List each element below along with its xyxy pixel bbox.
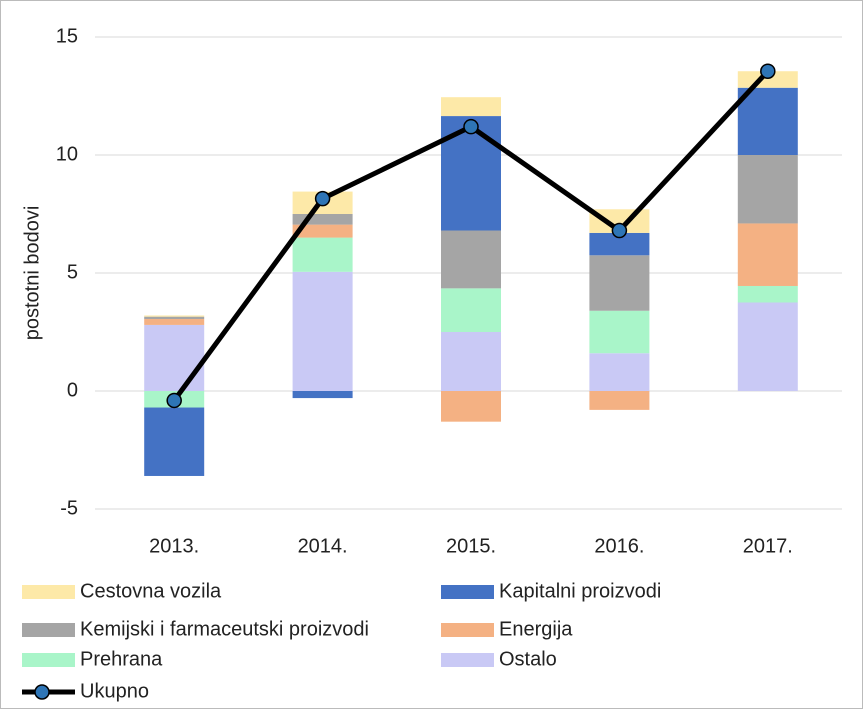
bar	[292, 237, 353, 272]
bar	[292, 391, 353, 399]
bar	[292, 224, 353, 238]
y-tick-label: 0	[67, 379, 78, 401]
bar	[589, 353, 650, 391]
legend-label: Energija	[499, 618, 573, 640]
line-marker	[760, 63, 776, 79]
bar	[441, 97, 501, 117]
bar	[441, 288, 501, 332]
x-tick-label: 2015.	[446, 535, 496, 557]
line-marker	[611, 222, 628, 239]
bar	[589, 232, 650, 256]
y-tick-label: 15	[56, 25, 78, 47]
x-tick-label: 2016.	[594, 535, 644, 557]
legend-swatch	[441, 623, 494, 637]
bar	[737, 87, 798, 155]
x-tick-label: 2013.	[149, 535, 199, 557]
y-axis-title: postotni bodovi	[21, 206, 43, 341]
legend-swatch	[441, 585, 494, 599]
legend-swatch	[22, 623, 75, 637]
legend-label: Kapitalni proizvodi	[499, 580, 661, 602]
bar	[441, 230, 501, 289]
x-tick-label: 2014.	[298, 535, 348, 557]
legend-swatch	[22, 653, 75, 667]
bar	[737, 285, 798, 303]
legend-swatch	[22, 585, 75, 599]
legend-swatch	[441, 653, 494, 667]
bar	[589, 255, 650, 311]
bar	[144, 315, 205, 317]
bar	[144, 319, 205, 325]
legend-label: Cestovna vozila	[80, 580, 222, 602]
legend-label: Kemijski i farmaceutski proizvodi	[80, 618, 369, 640]
x-tick-label: 2017.	[743, 535, 793, 557]
legend-label: Ostalo	[499, 648, 557, 670]
legend-swatch	[34, 684, 50, 700]
y-tick-label: -5	[60, 497, 78, 519]
line-marker	[166, 392, 182, 409]
y-tick-label: 10	[56, 143, 78, 165]
bar	[292, 214, 353, 225]
bar	[144, 324, 205, 391]
bar	[292, 271, 353, 391]
line-marker	[314, 190, 331, 207]
bar	[441, 391, 501, 422]
bar	[737, 223, 798, 286]
legend-label: Prehrana	[80, 648, 163, 670]
bar	[589, 391, 650, 410]
bar	[737, 302, 798, 391]
bar	[441, 332, 501, 391]
legend-label: Ukupno	[80, 680, 149, 702]
bar	[737, 155, 798, 224]
bar	[737, 71, 798, 88]
line-marker	[463, 118, 479, 135]
bar	[144, 316, 205, 320]
bar	[144, 407, 205, 476]
bar	[589, 310, 650, 354]
y-tick-label: 5	[67, 261, 78, 283]
